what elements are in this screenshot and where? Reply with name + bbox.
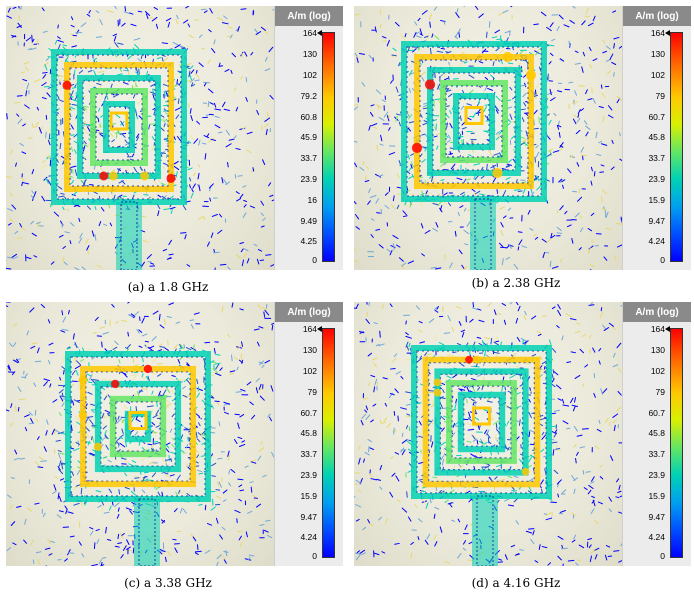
caption-c: (c) a 3.38 GHz bbox=[124, 576, 212, 590]
feed-line bbox=[470, 198, 496, 270]
tick-c-1: 130 bbox=[302, 345, 317, 355]
tick-d-5: 45.8 bbox=[648, 428, 665, 438]
feed-line bbox=[472, 495, 498, 566]
spiral-antenna bbox=[411, 345, 552, 499]
caption-d: (d) a 4.16 GHz bbox=[471, 576, 561, 590]
max-marker-d bbox=[665, 326, 670, 332]
tick-a-4: 60.8 bbox=[300, 112, 317, 122]
tick-a-1: 130 bbox=[302, 49, 317, 59]
tick-d-6: 33.7 bbox=[648, 449, 665, 459]
tick-b-2: 102 bbox=[650, 70, 665, 80]
legend-c: A/m (log) 164 130 102 79 60.7 45.8 33.7 … bbox=[274, 302, 343, 566]
legend-title-a: A/m (log) bbox=[275, 6, 343, 26]
colorbar-a bbox=[322, 32, 335, 262]
legend-a: A/m (log) 164 130 102 79.2 60.8 45.9 33.… bbox=[274, 6, 343, 270]
tick-c-7: 23.9 bbox=[300, 470, 317, 480]
max-marker-a bbox=[317, 30, 322, 36]
tick-d-10: 4.24 bbox=[648, 532, 665, 542]
tick-a-5: 45.9 bbox=[300, 132, 317, 142]
tick-d-9: 9.47 bbox=[648, 512, 665, 522]
tick-d-3: 79 bbox=[655, 387, 665, 397]
tick-d-2: 102 bbox=[650, 366, 665, 376]
colorbar-d bbox=[670, 328, 683, 558]
legend-title-d: A/m (log) bbox=[623, 302, 691, 322]
tick-b-6: 33.7 bbox=[648, 153, 665, 163]
legend-title-b: A/m (log) bbox=[623, 6, 691, 26]
tick-a-11: 0 bbox=[312, 255, 317, 265]
legend-b: A/m (log) 164 130 102 79 60.7 45.8 33.7 … bbox=[622, 6, 691, 270]
tick-b-11: 0 bbox=[660, 255, 665, 265]
feed-line bbox=[116, 201, 142, 270]
caption-a: (a) a 1.8 GHz bbox=[127, 280, 209, 294]
tick-c-5: 45.8 bbox=[300, 428, 317, 438]
tick-c-10: 4.24 bbox=[300, 532, 317, 542]
tick-d-7: 23.9 bbox=[648, 470, 665, 480]
colorbar-c bbox=[322, 328, 335, 558]
tick-d-11: 0 bbox=[660, 551, 665, 561]
tick-c-9: 9.47 bbox=[300, 512, 317, 522]
tick-a-6: 33.7 bbox=[300, 153, 317, 163]
tick-b-3: 79 bbox=[655, 91, 665, 101]
tick-d-8: 15.9 bbox=[648, 491, 665, 501]
max-marker-c bbox=[317, 326, 322, 332]
colorbar-b bbox=[670, 32, 683, 262]
tick-c-4: 60.7 bbox=[300, 408, 317, 418]
tick-c-3: 79 bbox=[307, 387, 317, 397]
tick-c-6: 33.7 bbox=[300, 449, 317, 459]
tick-a-7: 23.9 bbox=[300, 174, 317, 184]
tick-a-8: 16 bbox=[307, 195, 317, 205]
field-plot-b bbox=[354, 6, 622, 270]
tick-b-9: 9.47 bbox=[648, 216, 665, 226]
field-plot-c bbox=[6, 302, 274, 566]
tick-b-4: 60.7 bbox=[648, 112, 665, 122]
tick-c-8: 15.9 bbox=[300, 491, 317, 501]
tick-b-5: 45.8 bbox=[648, 132, 665, 142]
tick-b-0: 164 bbox=[650, 28, 665, 38]
tick-b-1: 130 bbox=[650, 49, 665, 59]
tick-c-11: 0 bbox=[312, 551, 317, 561]
tick-c-0: 164 bbox=[302, 324, 317, 334]
tick-b-10: 4.24 bbox=[648, 236, 665, 246]
tick-b-7: 23.9 bbox=[648, 174, 665, 184]
panel-d: A/m (log) 164 130 102 79 60.7 45.8 33.7 … bbox=[354, 302, 691, 566]
caption-b: (b) a 2.38 GHz bbox=[471, 276, 561, 290]
field-plot-a bbox=[6, 6, 274, 270]
panel-b: A/m (log) 164 130 102 79 60.7 45.8 33.7 … bbox=[354, 6, 691, 270]
panel-c: A/m (log) 164 130 102 79 60.7 45.8 33.7 … bbox=[6, 302, 343, 566]
tick-c-2: 102 bbox=[302, 366, 317, 376]
tick-d-4: 60.7 bbox=[648, 408, 665, 418]
tick-a-3: 79.2 bbox=[300, 91, 317, 101]
tick-a-9: 9.49 bbox=[300, 216, 317, 226]
field-plot-d bbox=[354, 302, 622, 566]
tick-a-0: 164 bbox=[302, 28, 317, 38]
tick-d-0: 164 bbox=[650, 324, 665, 334]
tick-d-1: 130 bbox=[650, 345, 665, 355]
tick-a-10: 4.25 bbox=[300, 236, 317, 246]
max-marker-b bbox=[665, 30, 670, 36]
tick-b-8: 15.9 bbox=[648, 195, 665, 205]
legend-title-c: A/m (log) bbox=[275, 302, 343, 322]
spiral-antenna bbox=[65, 351, 211, 502]
legend-d: A/m (log) 164 130 102 79 60.7 45.8 33.7 … bbox=[622, 302, 691, 566]
panel-a: A/m (log) 164 130 102 79.2 60.8 45.9 33.… bbox=[6, 6, 343, 270]
feed-line bbox=[134, 498, 160, 566]
tick-a-2: 102 bbox=[302, 70, 317, 80]
